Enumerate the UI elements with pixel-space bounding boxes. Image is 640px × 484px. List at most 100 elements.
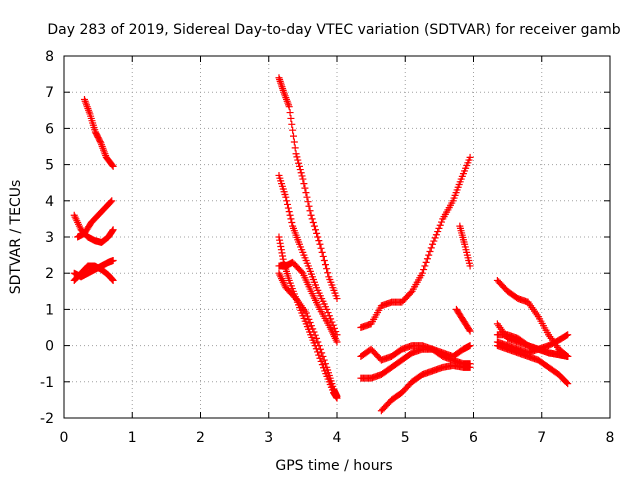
series-arc-a <box>80 95 117 170</box>
data-point <box>418 269 426 277</box>
data-point <box>287 215 295 223</box>
x-tick-label: 6 <box>469 430 478 446</box>
data-point <box>321 261 329 269</box>
data-point <box>317 357 325 365</box>
data-point <box>466 363 474 371</box>
data-point <box>292 150 300 158</box>
series-arc-q <box>493 276 572 360</box>
data-point <box>291 144 299 152</box>
data-point <box>564 380 572 388</box>
data-point <box>328 318 336 326</box>
data-point <box>426 247 434 255</box>
data-point <box>109 257 117 265</box>
data-point <box>288 219 296 227</box>
x-tick-label: 3 <box>264 430 273 446</box>
data-point <box>432 231 440 239</box>
data-point <box>465 326 473 334</box>
data-point <box>407 289 415 297</box>
data-point <box>308 215 316 223</box>
data-point <box>284 200 292 208</box>
y-tick-label: -1 <box>40 375 54 391</box>
data-point <box>309 219 317 227</box>
data-point <box>431 234 439 242</box>
data-point <box>466 327 474 335</box>
data-point <box>427 244 435 252</box>
y-tick-label: 2 <box>45 266 54 282</box>
data-point <box>422 258 430 266</box>
data-point <box>429 240 437 248</box>
data-point <box>320 257 328 265</box>
data-point <box>315 237 323 245</box>
x-tick-label: 4 <box>333 430 342 446</box>
x-tick-label: 0 <box>60 430 69 446</box>
data-point <box>564 352 572 360</box>
data-point <box>316 240 324 248</box>
data-point <box>324 269 332 277</box>
series-arc-n <box>357 342 474 382</box>
series-arc-i <box>275 258 341 346</box>
x-tick-label: 8 <box>606 430 615 446</box>
data-point <box>318 361 326 369</box>
data-point <box>296 166 304 174</box>
data-point <box>302 309 310 317</box>
data-point <box>295 159 303 167</box>
data-point <box>108 161 116 169</box>
grid-layer <box>64 56 610 418</box>
data-point <box>305 315 313 323</box>
y-tick-label: 5 <box>45 158 54 174</box>
data-point <box>286 109 294 117</box>
data-point <box>421 262 429 270</box>
data-point <box>321 360 329 368</box>
data-point <box>293 153 301 161</box>
y-tick-label: 4 <box>45 194 54 210</box>
y-tick-label: 1 <box>45 302 54 318</box>
data-point <box>107 198 115 206</box>
ticks-layer: 0 1 2 3 4 5 6 7 8 -2 -1 0 1 2 3 4 5 6 7 8 <box>40 49 614 446</box>
data-point <box>564 331 572 339</box>
data-point <box>306 319 314 327</box>
data-point <box>297 169 305 177</box>
data-point <box>306 207 314 215</box>
data-point <box>312 226 320 234</box>
data-point <box>307 211 315 219</box>
data-point <box>300 180 308 188</box>
data-point <box>310 222 318 230</box>
data-point <box>298 268 306 276</box>
data-point <box>420 266 428 274</box>
series-arc-p <box>452 305 474 335</box>
series-arc-k <box>357 153 474 331</box>
series-arc-t <box>493 342 572 388</box>
data-point <box>304 312 312 320</box>
series-arc-e <box>70 262 117 284</box>
data-point <box>314 338 322 346</box>
data-point <box>108 197 116 205</box>
y-tick-label: 6 <box>45 121 54 137</box>
data-point <box>304 198 312 206</box>
series-arc-o <box>377 362 474 415</box>
data-point <box>436 221 444 229</box>
data-point <box>289 132 297 140</box>
data-point <box>314 233 322 241</box>
data-point <box>323 305 331 313</box>
data-point <box>315 342 323 350</box>
data-point <box>301 184 309 192</box>
data-point <box>563 331 571 339</box>
series-arc-f <box>275 74 341 303</box>
data-point <box>466 262 474 270</box>
data-point <box>309 325 317 333</box>
x-tick-label: 1 <box>128 430 137 446</box>
x-tick-label: 5 <box>401 430 410 446</box>
data-point <box>313 334 321 342</box>
data-point <box>430 237 438 245</box>
data-point <box>286 211 294 219</box>
data-point <box>333 338 341 346</box>
data-point <box>333 392 341 400</box>
points-layer <box>70 74 572 415</box>
data-point <box>298 172 306 180</box>
data-point <box>423 255 431 263</box>
y-tick-label: 0 <box>45 339 54 355</box>
data-point <box>302 189 310 197</box>
y-tick-label: 8 <box>45 49 54 65</box>
data-point <box>435 224 443 232</box>
